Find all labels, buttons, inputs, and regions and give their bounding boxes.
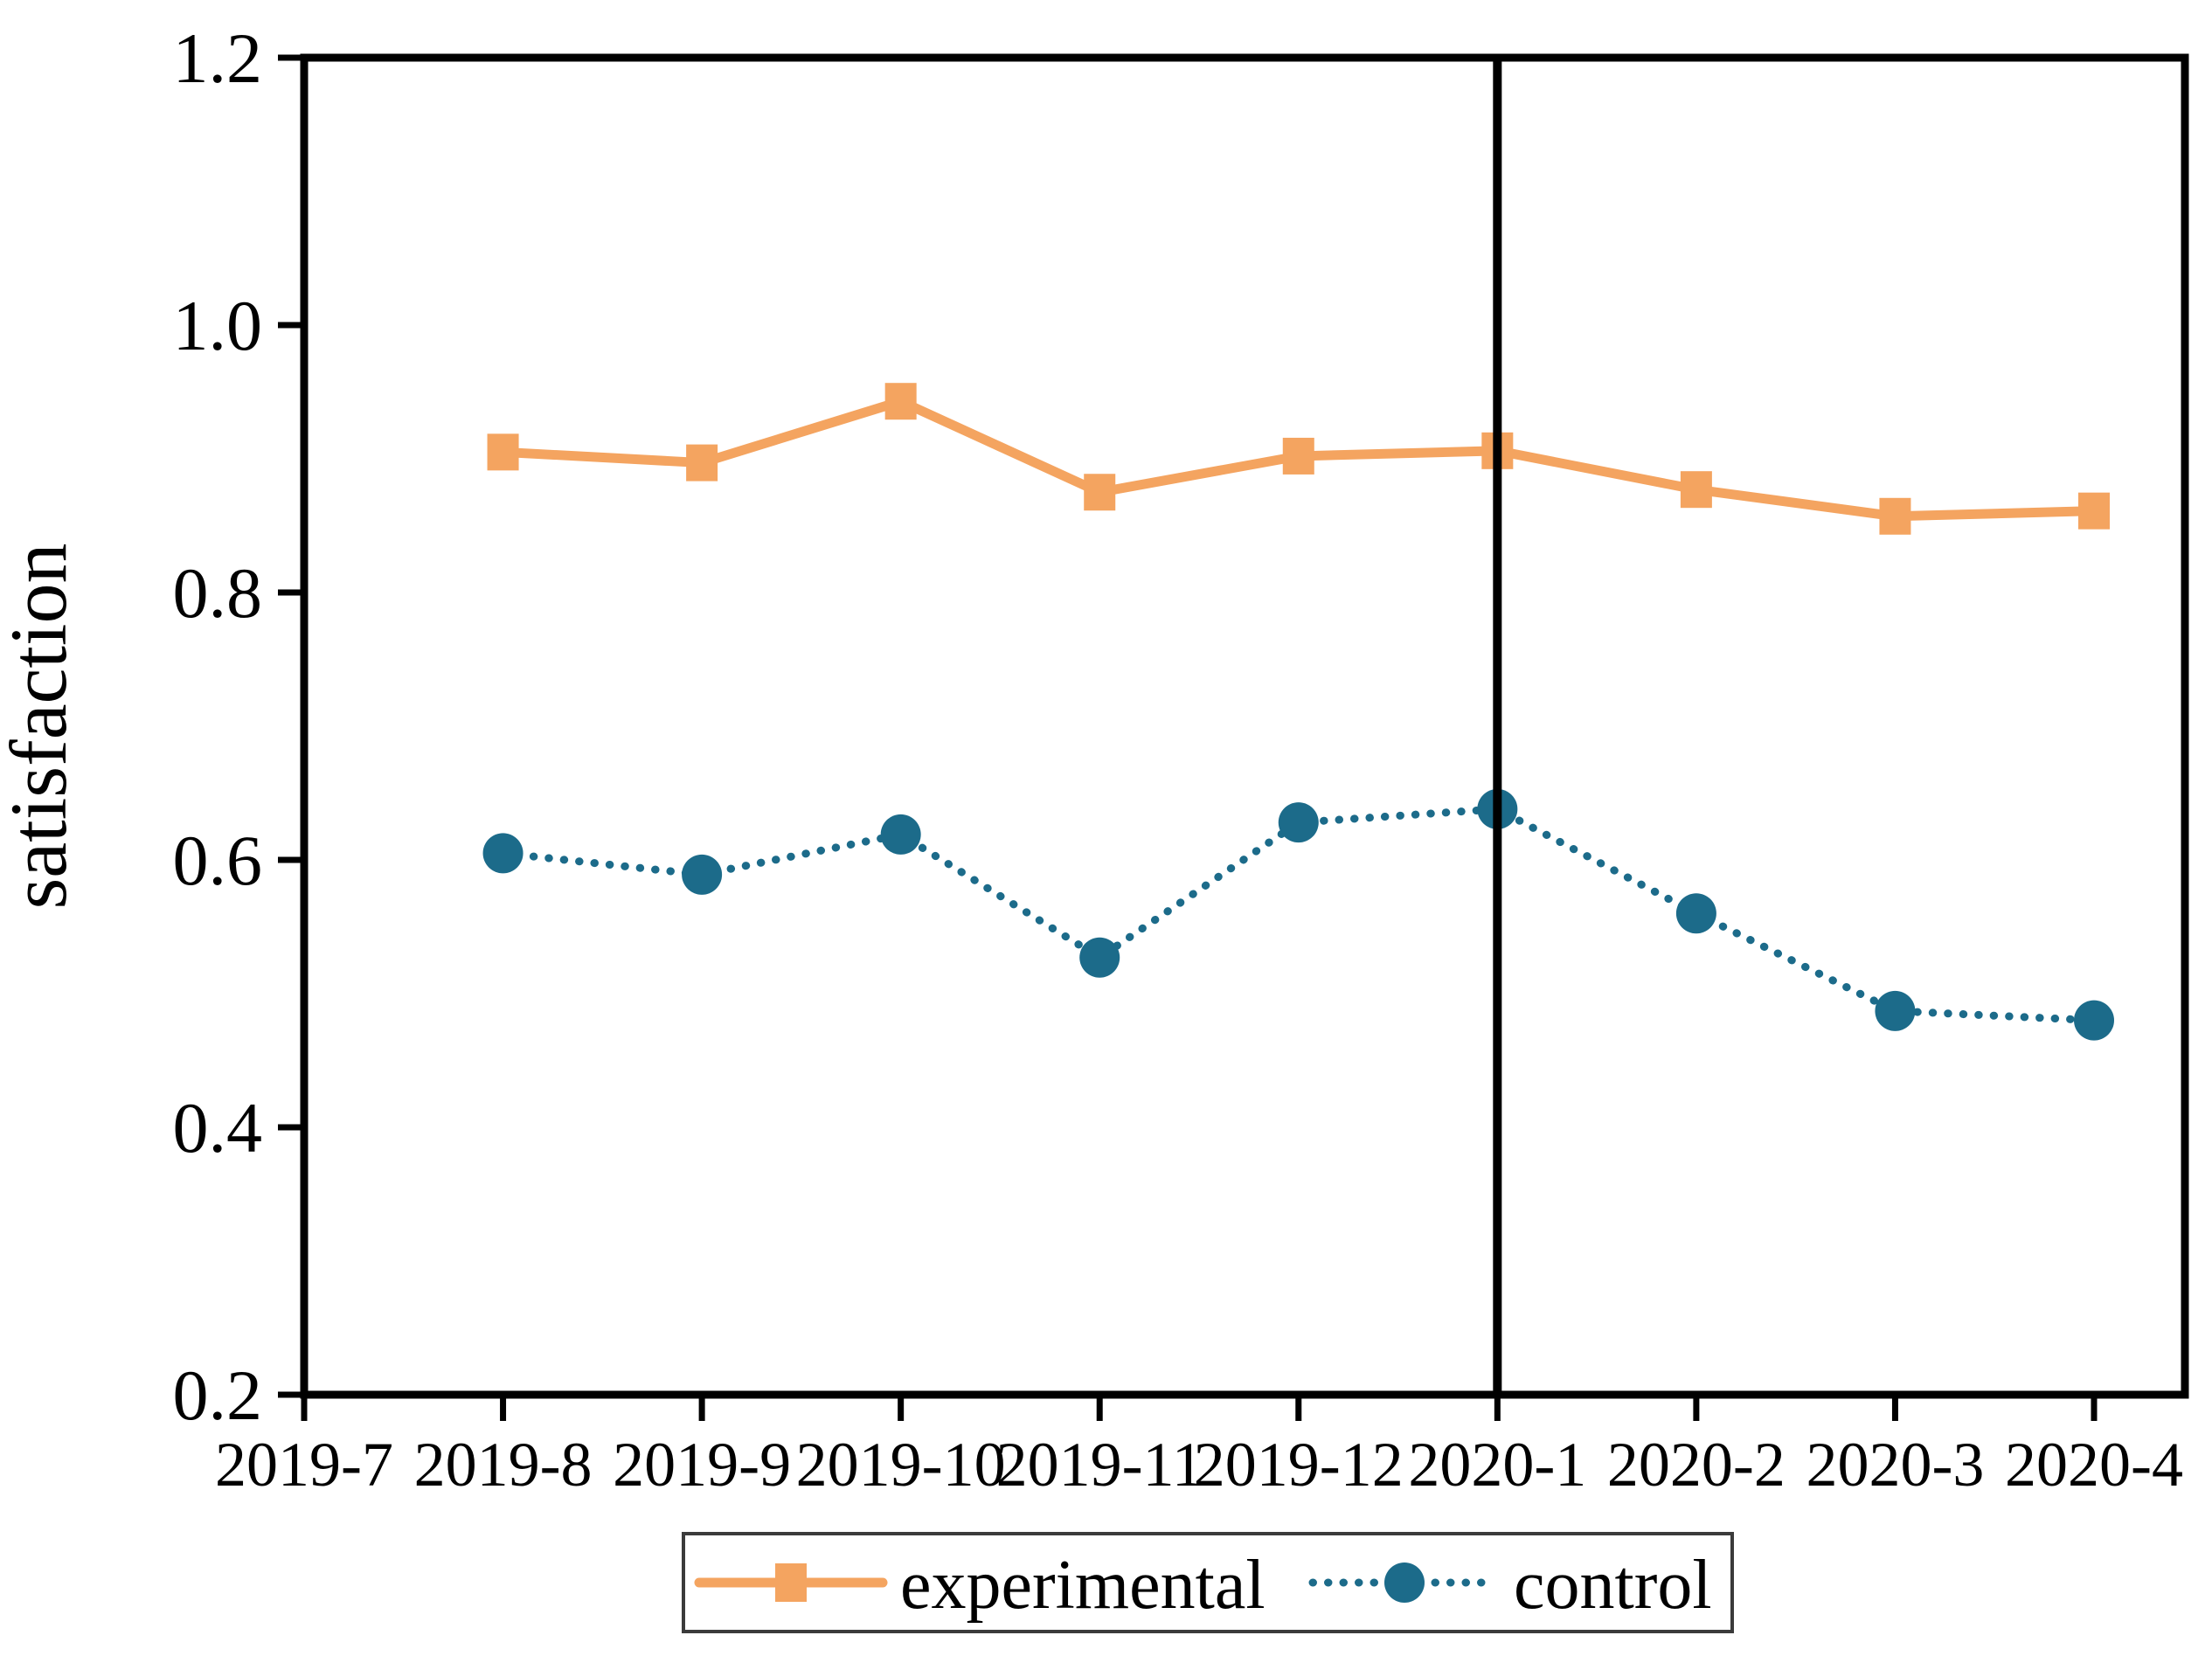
legend: experimental control [682,1532,1734,1633]
x-tick-label: 2020-2 [1607,1430,1786,1500]
x-tick-label: 2019-7 [215,1430,393,1500]
marker-circle-control [482,833,524,874]
x-tick-label: 2020-1 [1408,1430,1586,1500]
marker-square-experimental [1680,471,1712,509]
marker-square-experimental [1084,474,1116,511]
x-tick-label: 2019-9 [613,1430,791,1500]
legend-item-experimental: experimental [694,1547,1265,1624]
y-tick-label: 0.4 [173,1088,263,1168]
marker-square-experimental [487,433,519,471]
x-tick-label: 2019-8 [414,1430,593,1500]
y-tick-label: 0.6 [173,821,263,900]
y-tick-label: 0.8 [173,553,263,633]
y-tick-label: 1.2 [173,18,263,98]
marker-circle-control [1875,990,1916,1031]
legend-label-control: control [1514,1547,1712,1624]
legend-square-marker-icon [775,1563,807,1602]
marker-circle-control [682,854,723,895]
marker-square-experimental [686,444,718,482]
marker-square-experimental [2078,492,2110,530]
marker-circle-control [1079,937,1120,978]
y-tick-label: 0.2 [173,1355,263,1435]
x-tick-label: 2019-12 [1194,1430,1404,1500]
marker-square-experimental [1282,437,1314,475]
x-tick-label: 2019-11 [996,1430,1203,1500]
axis-frame [300,53,2189,1399]
x-tick-label: 2020-3 [1806,1430,1984,1500]
legend-item-control: control [1308,1547,1712,1624]
marker-circle-control [2074,1000,2114,1041]
marker-circle-control [1278,802,1319,843]
marker-circle-control [1675,893,1716,934]
x-tick-label: 2019-10 [796,1430,1006,1500]
y-axis-title: satisfaction [0,544,83,910]
legend-label-experimental: experimental [900,1547,1265,1624]
y-tick-label: 1.0 [173,286,263,365]
marker-square-experimental [1879,497,1911,535]
legend-circle-marker-icon [1384,1562,1425,1603]
marker-circle-control [880,814,921,855]
x-tick-label: 2020-4 [2005,1430,2183,1500]
marker-square-experimental [884,383,917,420]
